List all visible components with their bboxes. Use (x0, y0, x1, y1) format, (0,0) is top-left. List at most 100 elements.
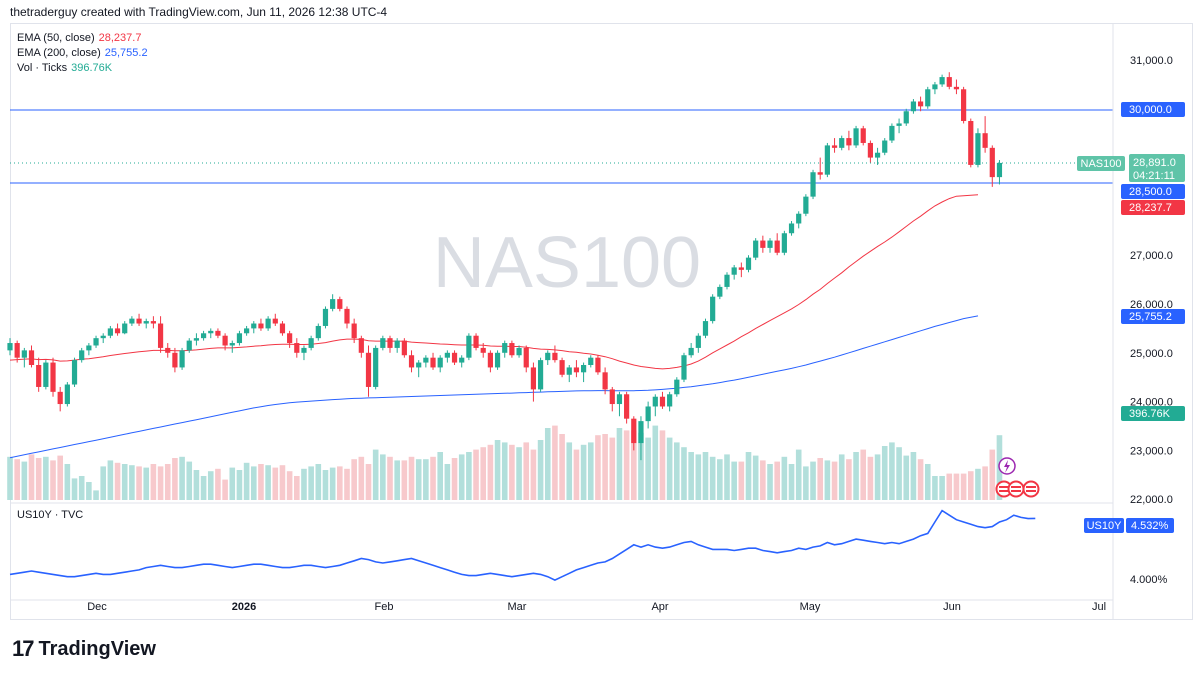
volume-bar (724, 454, 730, 500)
candle-body (136, 318, 142, 324)
candle-body (459, 357, 465, 363)
volume-bar (874, 454, 881, 500)
legend-volume-label: Vol · Ticks (17, 62, 68, 74)
candle-body (788, 223, 795, 234)
us10y-name-tag: US10Y (1084, 518, 1124, 533)
volume-bar (946, 473, 953, 500)
volume-bar (100, 466, 107, 500)
time-axis[interactable]: Dec 2026 Feb Mar Apr May Jun Jul (87, 601, 1106, 613)
volume-bar (881, 446, 888, 500)
candle-body (882, 140, 888, 153)
candle-body (595, 357, 601, 373)
time-tick-label: 2026 (232, 601, 256, 613)
volume-bar (559, 434, 565, 500)
volume-bar (408, 456, 415, 500)
volume-bar (322, 470, 329, 500)
candle-body (767, 240, 773, 248)
volume-bar (674, 442, 680, 500)
candle-body (423, 357, 429, 363)
volume-bar (824, 460, 831, 500)
volume-bar (415, 459, 422, 500)
legend-volume[interactable]: Vol · Ticks 396.76K (17, 61, 148, 76)
volume-bar (967, 471, 974, 500)
volume-bar (681, 447, 687, 500)
chart-frame[interactable] (10, 23, 1193, 620)
volume-bar (21, 461, 28, 500)
price-axis[interactable]: 31,000.0 27,000.0 26,000.0 25,000.0 24,000.0… (1130, 55, 1173, 506)
candle-body (537, 360, 544, 390)
candle-body (473, 335, 479, 348)
candle-body (961, 89, 967, 121)
volume-bar (337, 466, 343, 500)
volume-bar (566, 442, 573, 500)
volume-bar (767, 464, 773, 500)
volume-bar (623, 430, 630, 500)
candle-body (236, 333, 243, 344)
candle-body (401, 340, 407, 356)
candle-body (28, 350, 35, 365)
tradingview-logo[interactable]: 17 TradingView (12, 636, 156, 662)
candle-body (917, 101, 924, 107)
last-price-text: 28,891.0 (1133, 157, 1176, 169)
volume-bar (7, 456, 13, 500)
candle-body (588, 357, 594, 365)
volume-bar (143, 467, 150, 500)
candle-body (903, 111, 909, 124)
candle-body (523, 347, 529, 368)
volume-tag: 396.76K (1121, 406, 1185, 421)
us-flag-event-icon[interactable] (995, 480, 1040, 498)
volume-bar (473, 449, 479, 500)
volume-bar (745, 452, 752, 500)
volume-bar (64, 464, 71, 500)
volume-bar (738, 461, 745, 500)
candle-body (545, 352, 551, 361)
candles (7, 72, 1003, 461)
candle-body (71, 360, 78, 385)
volume-bar (501, 442, 508, 500)
volume-bar (645, 437, 651, 500)
volume-bar (28, 454, 35, 500)
candle-body (193, 338, 200, 341)
volume-bar (573, 449, 580, 500)
candle-body (968, 121, 974, 165)
candle-body (301, 347, 307, 353)
volume-bar (509, 444, 515, 500)
volume-bar (917, 459, 924, 500)
candle-body (738, 267, 744, 270)
candle-body (874, 152, 881, 158)
volume-bar (157, 466, 164, 500)
candle-body (394, 340, 400, 348)
candle-body (710, 296, 716, 322)
volume-bar (630, 430, 637, 500)
volume-bar (544, 428, 551, 500)
candle-body (753, 240, 759, 258)
candle-body (932, 84, 938, 90)
volume-bar (774, 461, 780, 500)
lightning-event-icon[interactable] (998, 457, 1016, 475)
volume-bar (609, 437, 616, 500)
candle-body (215, 330, 221, 336)
legend-ema50[interactable]: EMA (50, close) 28,237.7 (17, 31, 148, 46)
volume-bar (215, 468, 221, 500)
volume-bar (294, 476, 300, 500)
candle-body (14, 343, 20, 358)
candle-body (681, 355, 687, 380)
candle-body (100, 335, 106, 339)
volume-bar (853, 452, 859, 500)
candle-body (624, 394, 630, 419)
candle-body (36, 365, 42, 387)
volume-bar (200, 476, 207, 500)
volume-bar (301, 468, 307, 500)
candle-body (824, 145, 830, 175)
candle-body (573, 367, 580, 373)
volume-bar (265, 465, 271, 500)
candle-body (566, 367, 572, 375)
candle-body (222, 335, 228, 346)
ema50-tag-text: 28,237.7 (1129, 202, 1172, 214)
volume-bar (702, 452, 709, 500)
legend-ema200[interactable]: EMA (200, close) 25,755.2 (17, 46, 148, 61)
volume-bar (193, 470, 200, 500)
candle-body (358, 338, 364, 353)
candle-body (93, 338, 99, 346)
